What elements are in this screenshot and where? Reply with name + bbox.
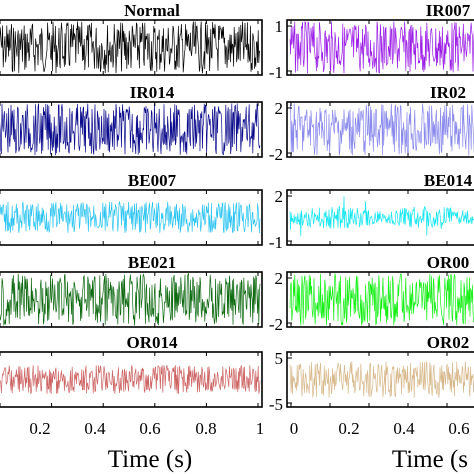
x-axis-label-right: Time (s (392, 446, 468, 473)
x-tick-label-right: 0.4 (393, 419, 415, 438)
panel-title-be021: BE021 (128, 253, 176, 272)
panel-title-or014: OR014 (127, 333, 179, 352)
panel-be014: BE014 2 -1 (269, 171, 474, 252)
signal-trace-be014 (289, 196, 474, 237)
panel-or00: OR00 2 -2 (269, 253, 474, 334)
panel-title-be007: BE007 (128, 171, 177, 190)
signal-trace-be007 (0, 200, 261, 234)
x-tick-label-left: 0.4 (84, 419, 106, 438)
y-tick-label-top-ir02: 2 (275, 99, 284, 118)
x-tick-label-left: 0.2 (29, 419, 50, 438)
y-tick-label-bottom-ir02: -2 (269, 145, 283, 164)
panel-be007: BE007 (0, 171, 263, 246)
y-tick-label-top-ir007: 1 (275, 17, 284, 36)
panel-be021: BE021 (0, 253, 263, 328)
panel-or02: OR02 5 -5 (269, 333, 474, 414)
signal-trace-or02 (289, 361, 474, 398)
axes-frame-ir02 (286, 101, 474, 158)
signal-trace-or00 (289, 273, 474, 326)
panel-ir014: IR014 (0, 83, 263, 158)
x-tick-label-left: 1 (256, 419, 265, 438)
y-tick-label-bottom-be014: -1 (269, 233, 283, 252)
axes-frame-or02 (286, 351, 474, 408)
panel-title-ir02: IR02 (430, 83, 466, 102)
axes-frame-ir007 (286, 19, 474, 76)
axes-frame-or014 (0, 351, 263, 408)
signal-trace-normal (0, 21, 261, 74)
axes-frame-or00 (286, 271, 474, 328)
panel-ir007: IR007 1 -1 (269, 1, 474, 82)
panel-ir02: IR02 2 -2 (269, 83, 474, 164)
panel-or014: OR014 (0, 333, 263, 408)
panel-title-ir014: IR014 (130, 83, 175, 102)
x-tick-label-right: 0 (290, 419, 299, 438)
y-tick-label-bottom-or00: -2 (269, 315, 283, 334)
x-tick-label-right: 0.6 (448, 419, 469, 438)
axes-frame-ir014 (0, 101, 263, 158)
signal-trace-or014 (0, 365, 261, 395)
axes-frame-normal (0, 19, 263, 76)
panel-title-or00: OR00 (427, 253, 470, 272)
y-tick-label-bottom-ir007: -1 (269, 63, 283, 82)
panel-normal: Normal (0, 1, 263, 76)
y-tick-label-top-be014: 2 (275, 187, 284, 206)
panel-title-be014: BE014 (424, 171, 473, 190)
y-tick-label-top-or02: 5 (275, 349, 284, 368)
panel-title-ir007: IR007 (426, 1, 471, 20)
panel-title-or02: OR02 (427, 333, 470, 352)
signal-trace-ir02 (289, 103, 474, 156)
x-tick-label-left: 0.8 (195, 419, 216, 438)
signal-trace-ir014 (0, 103, 261, 156)
axes-frame-be007 (0, 189, 263, 246)
panel-title-normal: Normal (124, 1, 180, 20)
axes-frame-be014 (286, 189, 474, 246)
signal-trace-be021 (0, 272, 261, 327)
x-axis-label-left: Time (s) (108, 446, 193, 473)
y-tick-label-bottom-or02: -5 (269, 395, 283, 414)
y-tick-label-top-or00: 2 (275, 269, 284, 288)
signal-trace-ir007 (289, 21, 474, 74)
axes-frame-be021 (0, 271, 263, 328)
x-tick-label-left: 0.6 (139, 419, 160, 438)
x-tick-label-right: 0.2 (338, 419, 359, 438)
